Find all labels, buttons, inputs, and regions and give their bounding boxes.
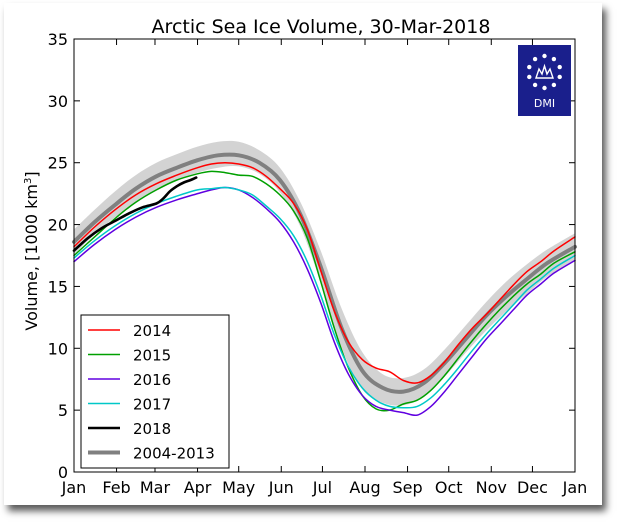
y-axis-label-superscript: 3: [23, 178, 34, 184]
x-tick-label: Dec: [517, 478, 548, 497]
series-line-2004-2013: [72, 152, 577, 394]
legend: 2014 2015 2016 2017 2018 2004-2013: [80, 314, 230, 469]
logo-star-icon: [527, 74, 532, 80]
logo-stars: [527, 53, 562, 91]
y-tick-label: 25: [48, 154, 68, 173]
x-tick-label: May: [222, 478, 255, 497]
plot-border: [73, 38, 576, 473]
logo-star-icon: [551, 82, 557, 88]
legend-box: [80, 314, 230, 469]
x-tick-label: Jan: [61, 478, 87, 497]
figure-frame: Arctic Sea Ice Volume, 30-Mar-2018 Volum…: [4, 3, 602, 505]
y-tick-label: 35: [48, 30, 68, 49]
logo-star-icon: [532, 82, 538, 88]
dmi-logo: DMI: [518, 45, 571, 116]
y-axis-label-main: Volume, [1000 km: [22, 184, 41, 331]
x-tick-label: Nov: [476, 478, 507, 497]
y-tick-label: 15: [48, 277, 68, 296]
x-tick-label: Feb: [102, 478, 130, 497]
y-tick-label: 10: [48, 339, 68, 358]
x-tick-label: Oct: [435, 478, 463, 497]
y-tick-label: 20: [48, 216, 68, 235]
logo-star-icon: [557, 74, 562, 80]
legend-label: 2004-2013: [133, 445, 215, 463]
chart-title: Arctic Sea Ice Volume, 30-Mar-2018: [152, 16, 491, 38]
series-line-2017: [73, 186, 576, 409]
logo-star-icon: [551, 56, 557, 62]
logo-star-icon: [532, 56, 538, 62]
x-tick-label: Jul: [312, 478, 332, 497]
series-line-2016: [73, 186, 576, 417]
series-line-2014: [73, 161, 576, 384]
logo-star-icon: [527, 64, 532, 70]
x-tick-label: Aug: [349, 478, 380, 497]
chart: Arctic Sea Ice Volume, 30-Mar-2018 Volum…: [22, 16, 588, 497]
series-line-2015: [73, 170, 576, 412]
x-tick-label: Sep: [392, 478, 422, 497]
x-tick-label: Jan: [562, 478, 588, 497]
y-tick-label: 30: [48, 92, 68, 111]
y-axis-label: Volume, [1000 km3]: [22, 171, 41, 330]
y-tick-label: 0: [58, 463, 68, 482]
legend-label: 2015: [133, 347, 171, 365]
series-line-2018: [72, 176, 198, 252]
logo-star-icon: [542, 85, 547, 91]
legend-label: 2018: [133, 420, 171, 438]
dmi-logo-text: DMI: [534, 97, 555, 110]
plot-area: [72, 140, 577, 417]
legend-label: 2017: [133, 396, 171, 414]
y-axis-label-close: ]: [22, 171, 41, 177]
x-tick-label: Apr: [184, 478, 212, 497]
logo-star-icon: [557, 64, 562, 70]
x-tick-label: Jun: [268, 478, 294, 497]
legend-label: 2014: [133, 322, 171, 340]
x-tick-label: Mar: [140, 478, 171, 497]
legend-label: 2016: [133, 371, 171, 389]
y-tick-label: 5: [58, 401, 68, 420]
crown-icon: [535, 63, 554, 79]
axes-ticks: 0 5 10 15 20 25 30 35 Jan Feb Mar Apr May Jun Jul Aug Se…: [48, 30, 588, 497]
logo-star-icon: [542, 53, 547, 59]
svg-text:Volume, [1000 km3]: Volume, [1000 km3]: [22, 171, 41, 330]
